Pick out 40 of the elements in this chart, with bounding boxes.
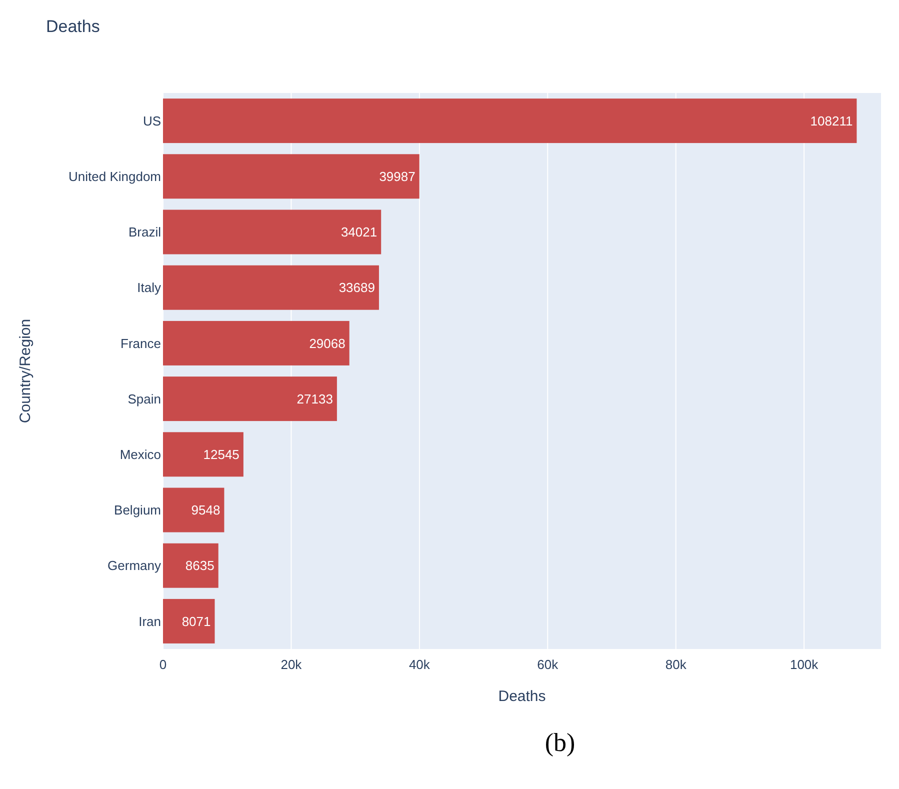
y-axis-title: Country/Region — [17, 318, 34, 424]
x-tick-label: 20k — [280, 657, 302, 672]
y-tick-label: Mexico — [120, 446, 161, 462]
data-label: 34021 — [340, 224, 378, 240]
y-tick-label: United Kingdom — [68, 168, 161, 184]
x-tick-label: 0 — [159, 657, 167, 672]
bar — [163, 543, 218, 588]
data-label: 12545 — [203, 446, 240, 462]
data-label: 29068 — [309, 336, 346, 351]
y-tick-label: Italy — [137, 280, 162, 296]
x-tick-label: 60k — [537, 657, 559, 672]
data-label: 27133 — [296, 391, 333, 406]
y-tick-label: Brazil — [128, 224, 162, 240]
bar — [163, 488, 224, 532]
data-label: 108211 — [810, 113, 853, 128]
bar — [163, 598, 215, 644]
bar — [163, 265, 379, 310]
x-tick-label: 100k — [790, 657, 819, 672]
bar — [163, 154, 420, 199]
bar — [163, 376, 337, 422]
y-tick-label: Iran — [138, 614, 161, 629]
bar — [163, 98, 857, 144]
bar — [163, 320, 350, 366]
data-label: 39987 — [379, 168, 416, 184]
bar — [163, 432, 244, 477]
x-axis-title: Deaths — [498, 688, 546, 705]
x-tick-label: 80k — [665, 657, 687, 672]
y-tick-label: US — [142, 113, 162, 128]
chart-title: Deaths — [46, 17, 100, 36]
y-tick-label: France — [120, 336, 161, 351]
bar — [163, 210, 382, 254]
y-tick-label: Belgium — [114, 502, 161, 518]
data-label: 8635 — [185, 558, 214, 574]
data-label: 33689 — [338, 280, 375, 296]
y-tick-label: Germany — [108, 558, 162, 574]
x-tick-label: 40k — [408, 657, 430, 672]
y-tick-label: Spain — [128, 391, 161, 406]
data-label: 9548 — [191, 502, 220, 518]
data-label: 8071 — [182, 614, 211, 629]
text: (b) — [544, 728, 576, 757]
